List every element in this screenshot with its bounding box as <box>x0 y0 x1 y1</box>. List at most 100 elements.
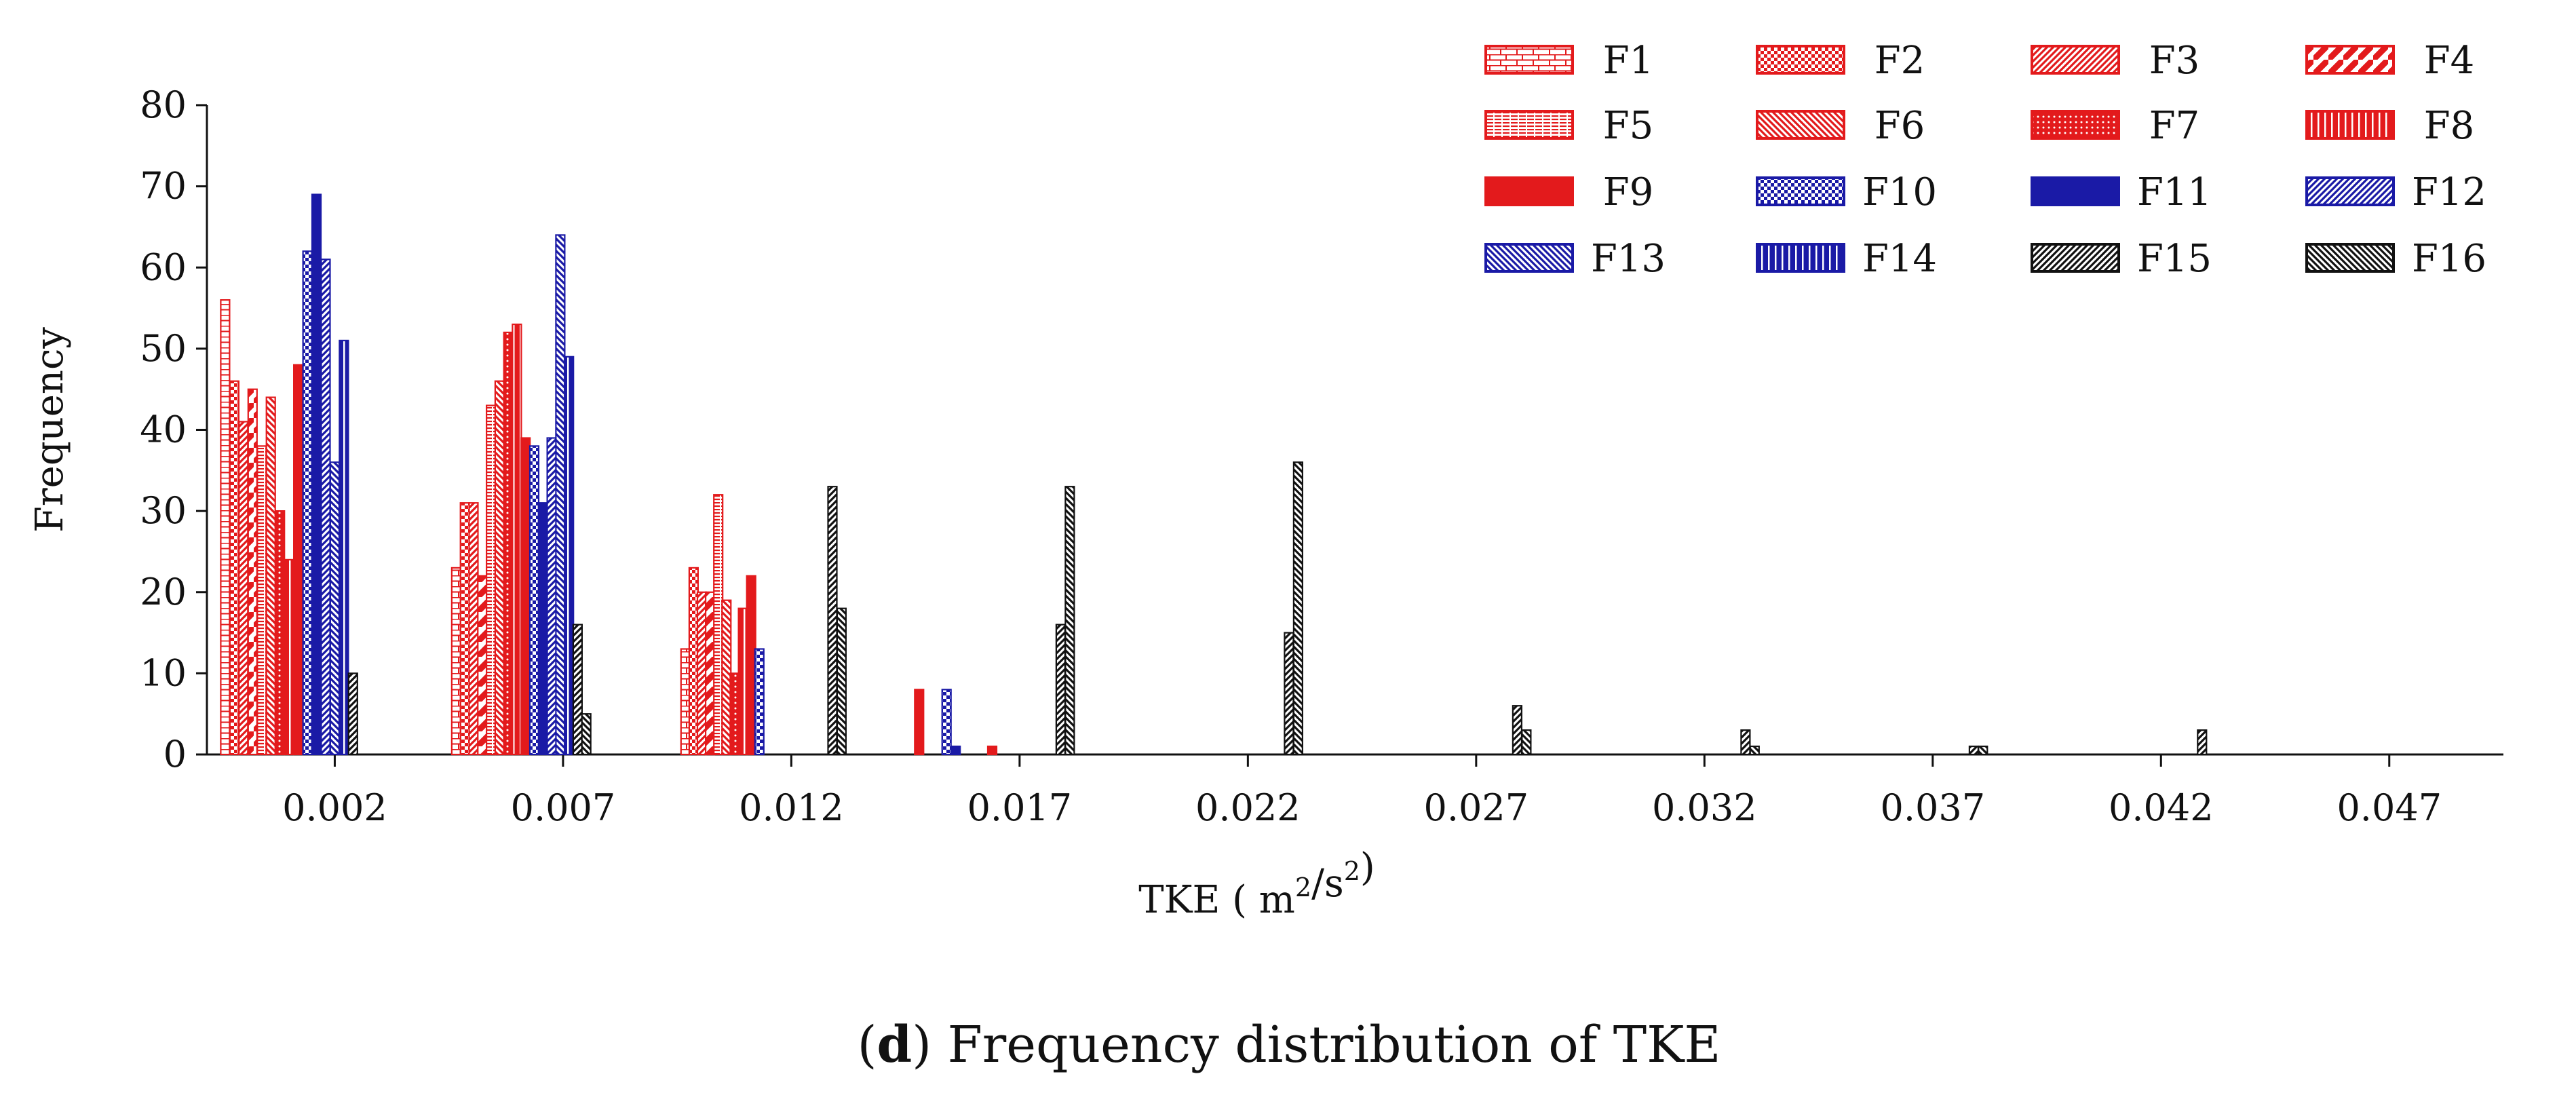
legend-swatch-f11 <box>2031 176 2120 206</box>
y-axis-title: Frequency <box>28 327 72 533</box>
bar-f13 <box>555 234 566 756</box>
bar-f16 <box>836 607 847 756</box>
bar-f4 <box>477 575 488 756</box>
legend-label-f6: F6 <box>1875 104 1925 148</box>
legend-label-f13: F13 <box>1591 237 1666 281</box>
x-tick-label: 0.037 <box>1881 786 1986 829</box>
legend-label-f5: F5 <box>1603 104 1653 148</box>
bar-f7 <box>275 510 286 756</box>
bar-f16 <box>1978 745 1988 756</box>
bar-f14 <box>564 356 575 756</box>
legend-swatch-f16 <box>2305 243 2395 273</box>
legend-label-f7: F7 <box>2149 104 2199 148</box>
bar-f5 <box>485 404 497 756</box>
legend-swatch-f13 <box>1484 243 1574 273</box>
legend-label-f14: F14 <box>1862 237 1937 281</box>
x-tick-label: 0.002 <box>282 786 387 829</box>
legend-label-f15: F15 <box>2137 237 2212 281</box>
legend-swatch-f15 <box>2031 243 2120 273</box>
caption-text: ) Frequency distribution of TKE <box>912 1016 1720 1074</box>
x-axis-title-superscript: 2 <box>1295 873 1311 902</box>
legend: F1 F2 F3 F4 F5 F6 F7 F8 F9 F10 F11 F12 F13 F14 F15 F16 <box>1484 39 2486 281</box>
y-tick-label: 60 <box>140 246 187 288</box>
bar-f15 <box>827 486 838 756</box>
legend-swatch-f1 <box>1484 45 1574 75</box>
legend-label-f2: F2 <box>1875 39 1925 83</box>
bar-f16 <box>1292 461 1304 756</box>
bar-f14 <box>339 339 349 756</box>
bar-f10 <box>941 689 952 756</box>
x-tick-label: 0.032 <box>1652 786 1757 829</box>
x-axis-title: TKE ( m2/s2) <box>1138 845 1374 922</box>
x-axis-title-superscript: 2 <box>1344 856 1360 886</box>
bar-f7 <box>503 331 514 756</box>
y-tick-label: 0 <box>164 733 187 776</box>
figure-caption: (d) Frequency distribution of TKE <box>858 1016 1721 1074</box>
x-axis-title-part: TKE ( m <box>1138 878 1295 922</box>
legend-label-f11: F11 <box>2137 170 2212 214</box>
legend-swatch-f4 <box>2305 45 2395 75</box>
bar-f4 <box>247 388 258 756</box>
bar-f9 <box>914 689 925 756</box>
caption-paren: ( <box>858 1016 877 1074</box>
bar-f7 <box>729 672 740 756</box>
legend-label-f9: F9 <box>1603 170 1653 214</box>
bar-f9 <box>986 745 998 756</box>
bar-f15 <box>1740 729 1751 756</box>
bar-f15 <box>347 672 358 756</box>
legend-swatch-f5 <box>1484 110 1574 140</box>
y-tick-label: 30 <box>140 489 187 532</box>
bar-f11 <box>311 193 322 756</box>
bar-f8 <box>512 323 522 756</box>
y-tick-label: 10 <box>140 651 187 694</box>
bar-f11 <box>537 502 548 756</box>
bar-f5 <box>256 445 267 756</box>
legend-label-f8: F8 <box>2424 104 2474 148</box>
x-tick-label: 0.017 <box>967 786 1073 829</box>
bar-f3 <box>468 502 479 756</box>
bar-f9 <box>293 364 304 756</box>
x-tick-label: 0.012 <box>739 786 844 829</box>
legend-swatch-f6 <box>1756 110 1845 140</box>
bar-f11 <box>950 745 961 756</box>
axes: 0 10 20 30 40 50 60 70 80 0.002 0.007 0.012 0.017 0.0… <box>140 83 2503 829</box>
bar-f2 <box>459 502 470 756</box>
bar-f16 <box>1064 486 1075 756</box>
legend-swatch-f9 <box>1484 176 1574 206</box>
legend-swatch-f7 <box>2031 110 2120 140</box>
bar-f13 <box>329 461 340 756</box>
bar-f1 <box>220 299 231 756</box>
bar-f8 <box>284 558 294 756</box>
bars <box>220 193 2208 756</box>
x-axis-title-part: /s <box>1311 862 1344 906</box>
legend-swatch-f12 <box>2305 176 2395 206</box>
bar-f15 <box>1512 705 1522 756</box>
y-tick-label: 70 <box>140 165 187 208</box>
caption-letter: d <box>877 1016 912 1074</box>
y-tick-label: 20 <box>140 571 187 613</box>
bar-f16 <box>1521 729 1532 756</box>
bar-f16 <box>581 713 592 756</box>
bar-f15 <box>2197 729 2208 756</box>
x-tick-label: 0.022 <box>1195 786 1301 829</box>
bar-f15 <box>1284 632 1294 756</box>
legend-swatch-f2 <box>1756 45 1845 75</box>
y-tick-label: 40 <box>140 408 187 451</box>
bar-f10 <box>754 648 765 756</box>
legend-swatch-f3 <box>2031 45 2120 75</box>
legend-label-f4: F4 <box>2424 39 2474 83</box>
bar-f1 <box>450 567 462 756</box>
bar-f6 <box>494 380 505 756</box>
bar-f2 <box>229 380 239 756</box>
bar-f3 <box>238 421 249 756</box>
x-tick-label: 0.047 <box>2337 786 2442 829</box>
legend-label-f1: F1 <box>1603 39 1653 83</box>
legend-swatch-f8 <box>2305 110 2395 140</box>
bar-f12 <box>546 437 557 756</box>
legend-label-f12: F12 <box>2412 170 2486 214</box>
legend-label-f10: F10 <box>1862 170 1937 214</box>
bar-f10 <box>302 250 313 756</box>
bar-f15 <box>572 624 583 756</box>
